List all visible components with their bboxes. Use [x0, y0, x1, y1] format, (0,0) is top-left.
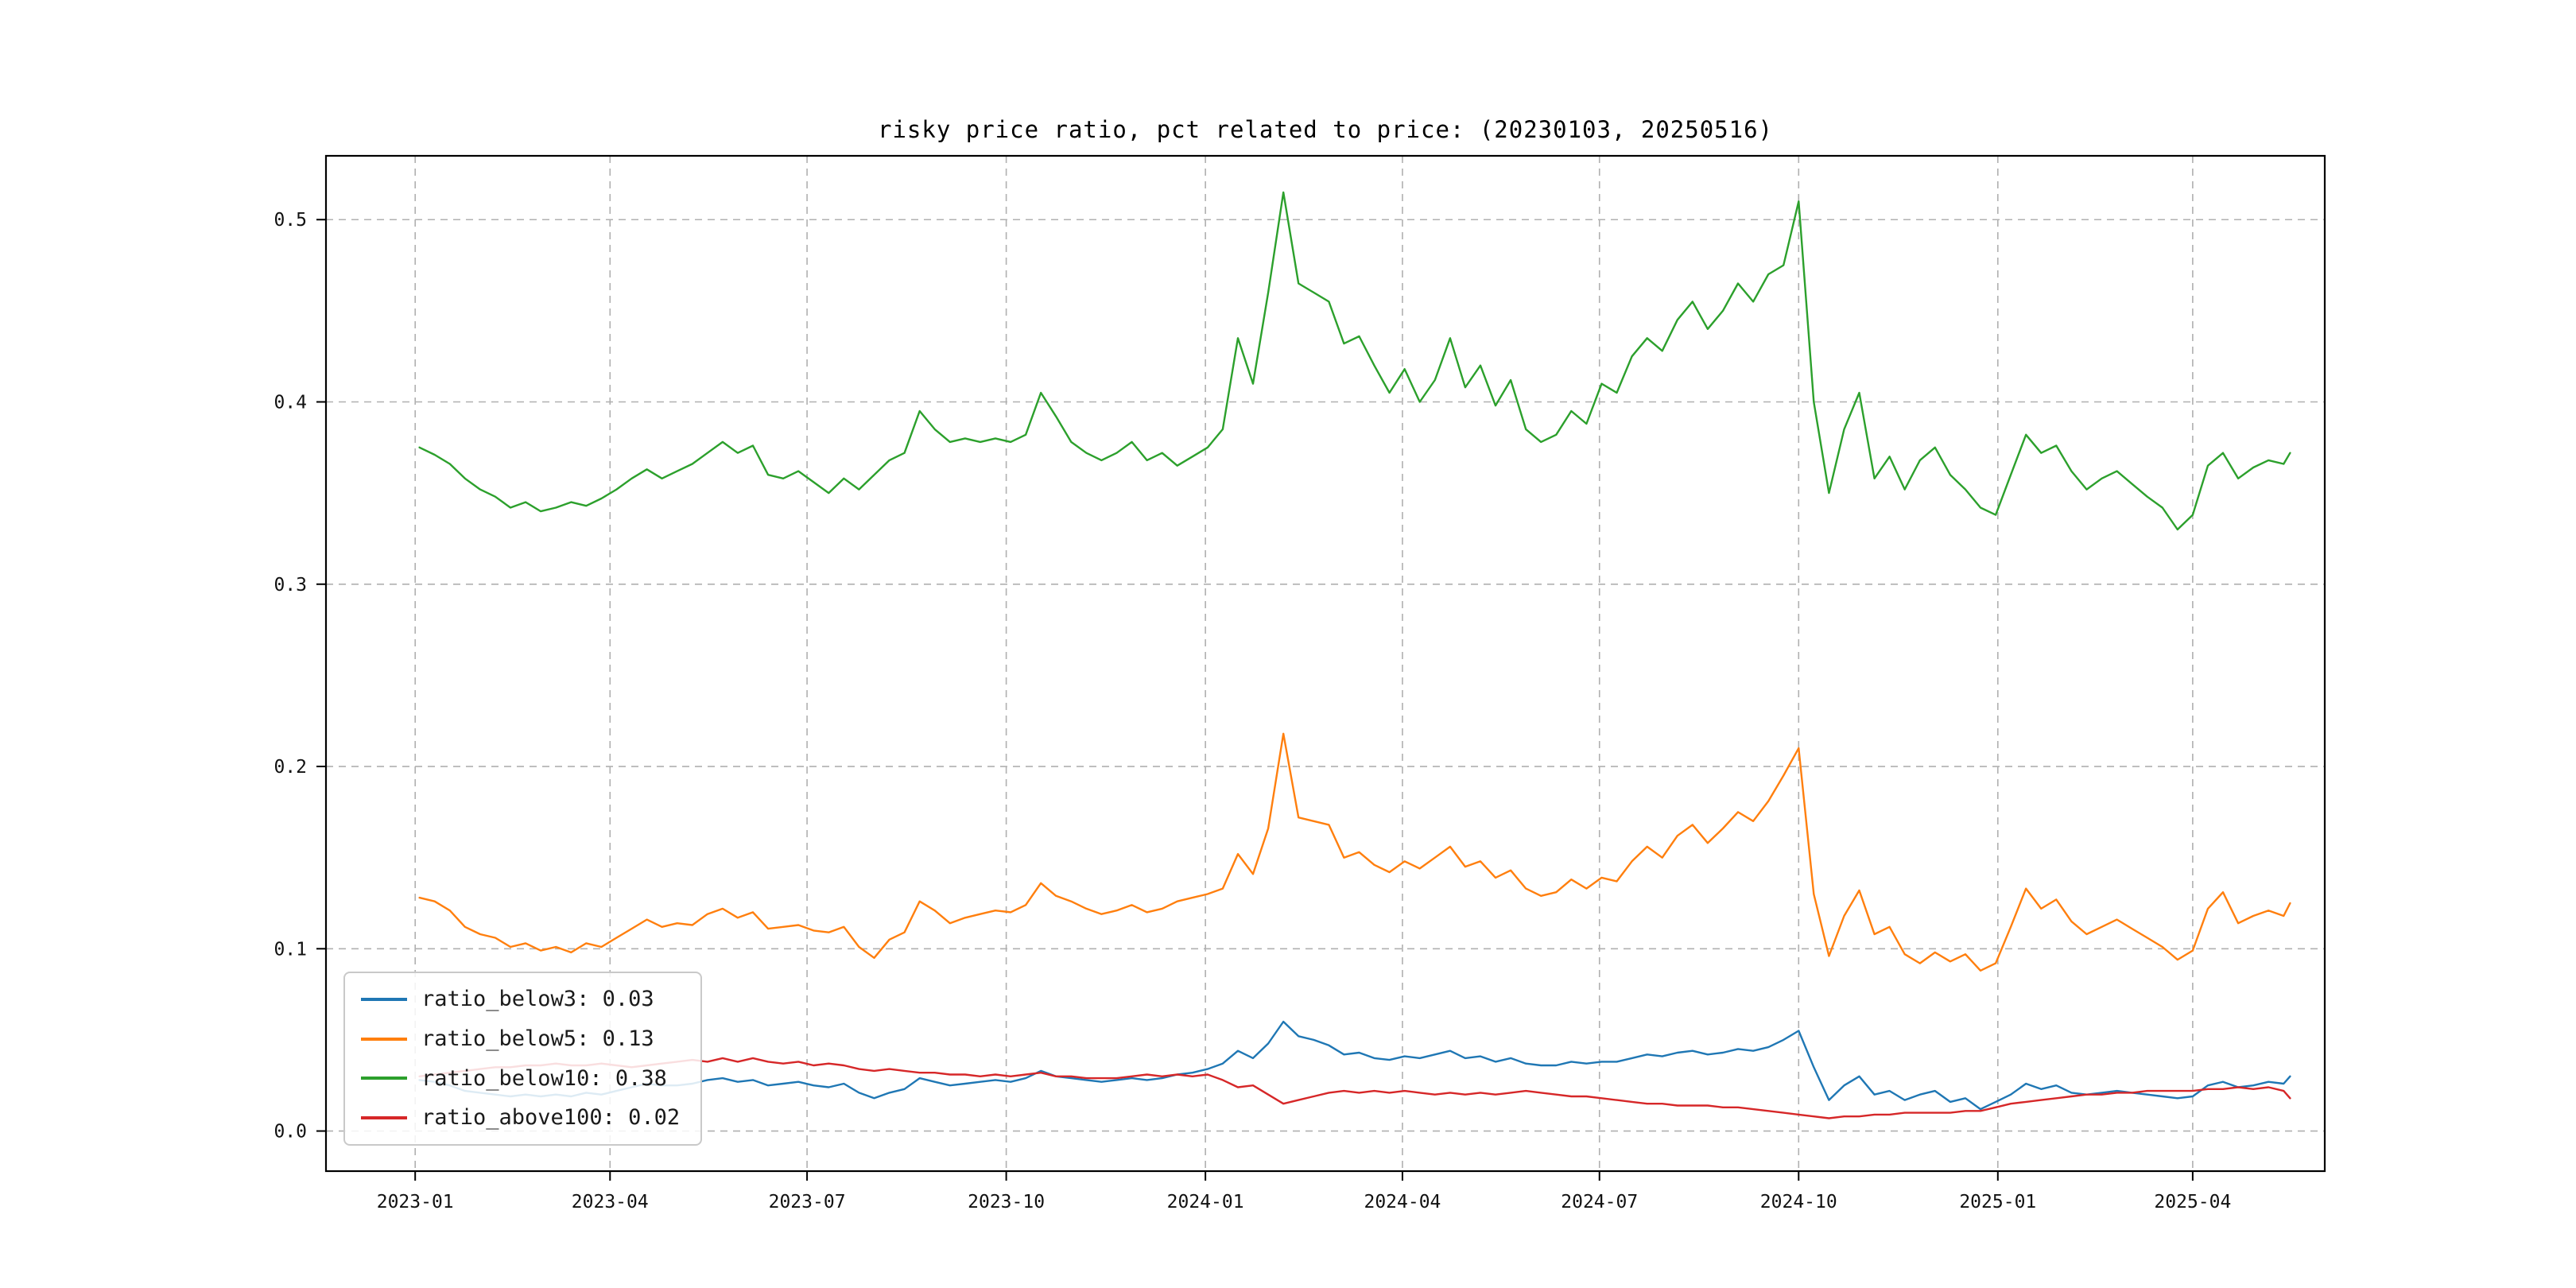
chart-title: risky price ratio, pct related to price:… — [877, 116, 1774, 143]
legend-line-swatch-ratio_above100 — [361, 1116, 407, 1120]
legend-line-swatch-ratio_below5 — [361, 1037, 407, 1041]
y-axis-tick-label: 0.3 — [274, 575, 307, 596]
series-line-ratio_below10 — [418, 191, 2291, 531]
x-axis-tick-label: 2023-10 — [968, 1192, 1045, 1212]
legend-line-swatch-ratio_below3 — [361, 997, 407, 1001]
legend-entry-ratio_below3: ratio_below3: 0.03 — [361, 984, 680, 1014]
x-axis-tick-label: 2024-04 — [1364, 1192, 1441, 1212]
series-line-ratio_below3 — [418, 1020, 2291, 1111]
legend-entry-ratio_above100: ratio_above100: 0.02 — [361, 1103, 680, 1133]
plot-frame — [324, 154, 2326, 1173]
legend-label-ratio_above100: ratio_above100: 0.02 — [421, 1105, 681, 1131]
x-axis-tick-label: 2023-07 — [769, 1192, 846, 1212]
legend-entry-ratio_below10: ratio_below10: 0.38 — [361, 1064, 680, 1094]
legend-label-ratio_below3: ratio_below3: 0.03 — [421, 987, 654, 1011]
y-axis-tick-label: 0.4 — [274, 393, 307, 413]
series-line-ratio_above100 — [418, 1057, 2291, 1119]
x-axis-tick-label: 2023-01 — [377, 1192, 454, 1212]
y-axis-tick-label: 0.2 — [274, 757, 307, 778]
x-axis-tick-label: 2023-04 — [572, 1192, 649, 1212]
x-axis-tick-label: 2025-04 — [2154, 1192, 2231, 1212]
y-axis-tick-label: 0.1 — [274, 939, 307, 960]
x-axis-tick-label: 2024-07 — [1561, 1192, 1638, 1212]
y-axis-tick-label: 0.5 — [274, 210, 307, 231]
x-axis-tick-label: 2025-01 — [1959, 1192, 2036, 1212]
y-axis-tick-label: 0.0 — [274, 1122, 307, 1143]
x-axis-tick-label: 2024-10 — [1760, 1192, 1837, 1212]
legend-line-swatch-ratio_below10 — [361, 1077, 407, 1080]
legend-label-ratio_below5: ratio_below5: 0.13 — [421, 1026, 654, 1051]
series-line-ratio_below5 — [418, 732, 2291, 972]
legend-label-ratio_below10: ratio_below10: 0.38 — [421, 1065, 667, 1091]
legend: ratio_below3: 0.03 ratio_below5: 0.13 rati… — [343, 972, 703, 1146]
legend-entry-ratio_below5: ratio_below5: 0.13 — [361, 1024, 680, 1054]
x-axis-tick-label: 2024-01 — [1167, 1192, 1244, 1212]
